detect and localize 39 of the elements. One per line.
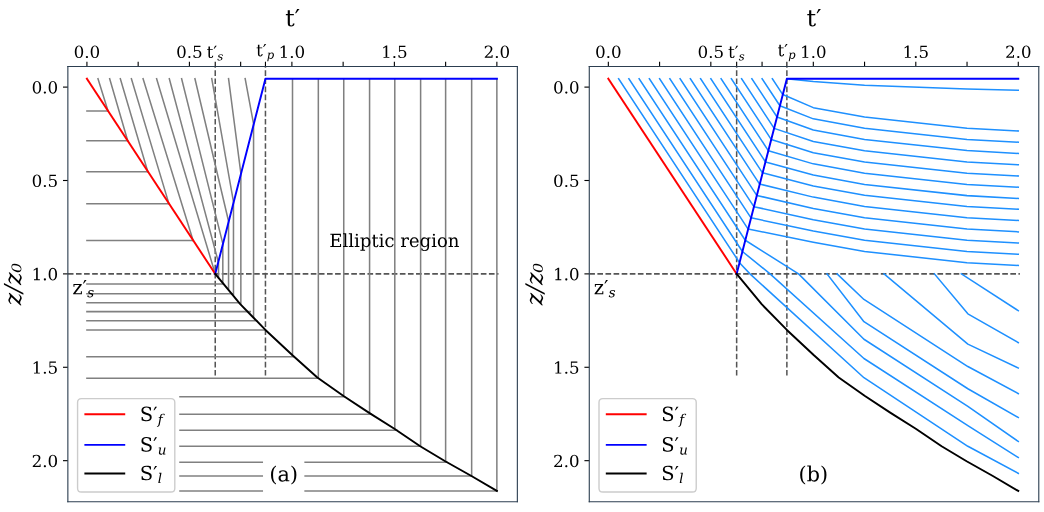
x-tick-label: 0.5 [177, 45, 202, 59]
y-tick-label: 1.5 [33, 361, 57, 374]
x-tick-label: 0.0 [596, 45, 621, 59]
legend-label: S′$_{l}$ [141, 465, 162, 484]
x-tick-label: 1.5 [904, 45, 928, 59]
x-tick-label: 2.0 [484, 45, 510, 59]
x-tick-label: t′$_{p}$ [778, 44, 796, 62]
x-tick-label: 1.5 [383, 45, 407, 59]
x-tick-label: 1.0 [280, 45, 305, 59]
legend-label: S′$_{u}$ [141, 437, 166, 455]
x-axis-title: t′ [285, 9, 300, 27]
x-tick-label: t′$_{p}$ [256, 44, 274, 62]
legend-label: S′$_{u}$ [662, 437, 687, 455]
y-tick-label: 0.0 [32, 81, 58, 94]
y-tick-label: 2.0 [32, 454, 58, 468]
x-tick-label: t′$_{s}$ [728, 45, 745, 61]
y-tick-label: 1.0 [555, 267, 579, 281]
x-tick-label: 0.0 [74, 45, 100, 59]
x-tick-label: t′$_{s}$ [207, 45, 223, 61]
legend-label: S′$_{l}$ [662, 465, 683, 484]
y-tick-label: 1.0 [33, 267, 58, 281]
annotation: (a) [271, 465, 297, 485]
y-tick-label: 0.5 [554, 174, 579, 188]
x-axis-title: t′ [807, 9, 821, 27]
y-tick-label: 1.5 [555, 361, 579, 374]
annotation: z′$_{s}$ [73, 280, 94, 298]
legend-label: S′$_{f}$ [141, 406, 165, 427]
legend-label: S′$_{f}$ [662, 406, 687, 427]
y-tick-label: 0.5 [32, 174, 57, 188]
y-axis-title: z/z₀ [525, 263, 545, 306]
annotation: Elliptic region [330, 233, 459, 251]
y-tick-label: 0.0 [554, 81, 579, 94]
annotation: z′$_{s}$ [594, 280, 616, 298]
x-tick-label: 1.0 [802, 45, 826, 59]
y-tick-label: 2.0 [554, 454, 579, 468]
x-tick-label: 0.5 [698, 45, 723, 59]
annotation: (b) [800, 465, 827, 485]
y-axis-title: z/z₀ [3, 263, 24, 306]
x-tick-label: 2.0 [1006, 45, 1031, 59]
